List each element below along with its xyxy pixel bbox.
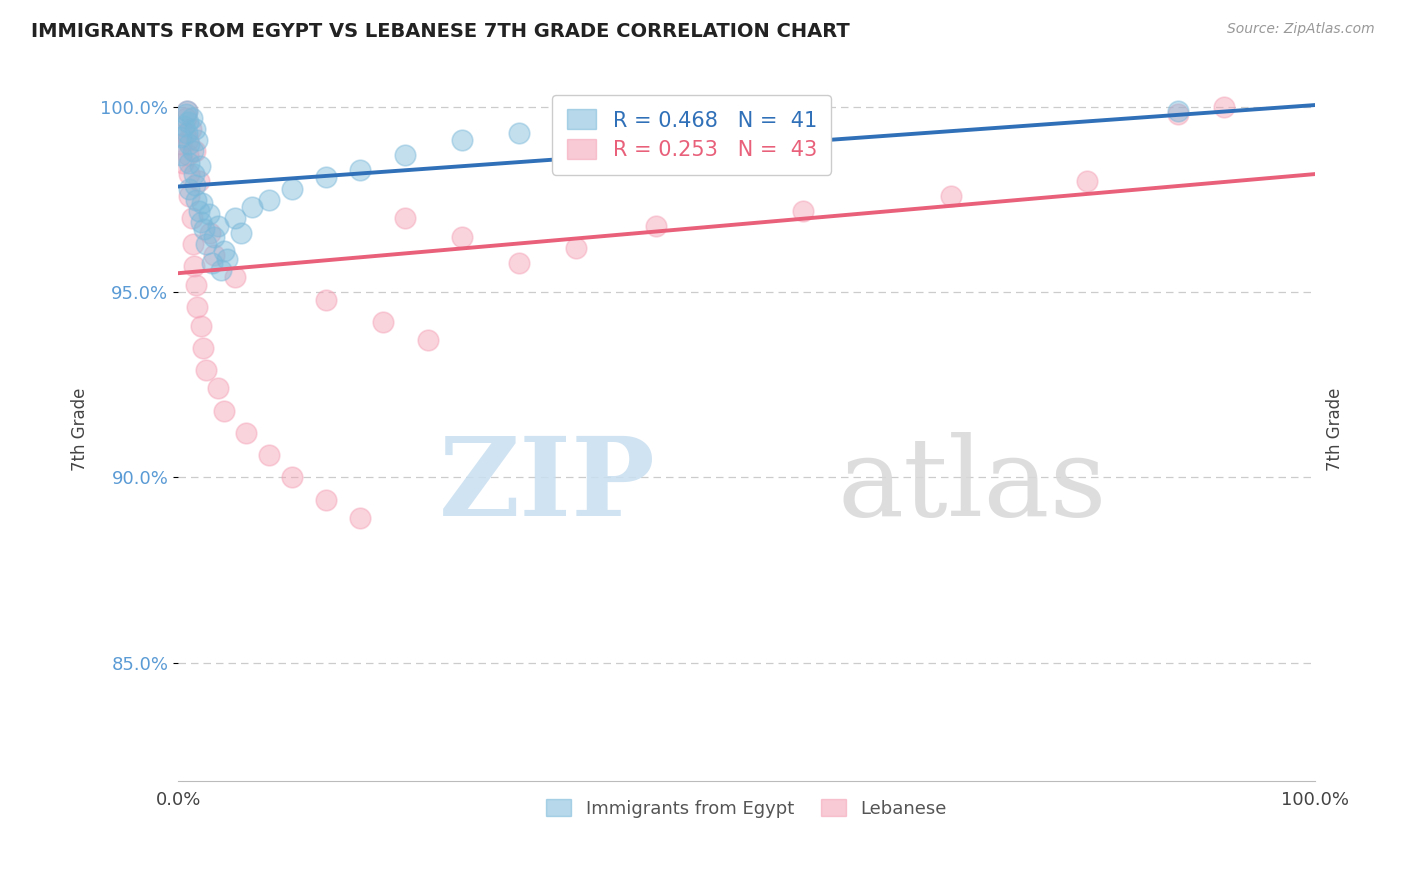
Point	[176, 103, 198, 118]
Point	[204, 229, 226, 244]
Point	[394, 148, 416, 162]
Point	[212, 244, 235, 259]
Point	[184, 122, 207, 136]
Point	[186, 300, 208, 314]
Point	[183, 260, 205, 274]
Point	[180, 122, 202, 136]
Point	[188, 159, 211, 173]
Point	[508, 255, 530, 269]
Point	[195, 363, 218, 377]
Y-axis label: 7th Grade: 7th Grade	[1326, 387, 1344, 471]
Point	[939, 189, 962, 203]
Point	[229, 226, 252, 240]
Point	[187, 203, 209, 218]
Point	[349, 163, 371, 178]
Point	[792, 203, 814, 218]
Point	[281, 181, 304, 195]
Point	[197, 207, 219, 221]
Text: ZIP: ZIP	[439, 432, 655, 539]
Point	[224, 211, 246, 226]
Point	[315, 170, 337, 185]
Point	[172, 155, 194, 169]
Point	[180, 111, 202, 125]
Point	[176, 126, 198, 140]
Y-axis label: 7th Grade: 7th Grade	[72, 387, 89, 471]
Point	[191, 196, 214, 211]
Point	[186, 133, 208, 147]
Point	[198, 226, 221, 240]
Point	[508, 126, 530, 140]
Point	[174, 126, 197, 140]
Point	[187, 174, 209, 188]
Point	[177, 133, 200, 147]
Point	[180, 211, 202, 226]
Point	[177, 115, 200, 129]
Point	[394, 211, 416, 226]
Point	[204, 248, 226, 262]
Point	[181, 145, 204, 159]
Point	[371, 315, 394, 329]
Point	[1076, 174, 1098, 188]
Point	[184, 145, 207, 159]
Point	[179, 181, 201, 195]
Point	[170, 137, 193, 152]
Point	[176, 103, 198, 118]
Point	[186, 277, 208, 292]
Point	[451, 229, 474, 244]
Point	[179, 137, 201, 152]
Point	[1212, 100, 1234, 114]
Point	[212, 403, 235, 417]
Point	[240, 200, 263, 214]
Point	[179, 189, 201, 203]
Point	[201, 255, 224, 269]
Text: Source: ZipAtlas.com: Source: ZipAtlas.com	[1227, 22, 1375, 37]
Point	[193, 222, 215, 236]
Point	[190, 318, 212, 333]
Point	[191, 341, 214, 355]
Point	[207, 382, 229, 396]
Point	[170, 148, 193, 162]
Point	[1167, 103, 1189, 118]
Point	[451, 133, 474, 147]
Point	[181, 237, 204, 252]
Point	[179, 167, 201, 181]
Point	[235, 425, 257, 440]
Text: atlas: atlas	[838, 432, 1107, 539]
Point	[207, 219, 229, 233]
Point	[281, 470, 304, 484]
Point	[173, 119, 195, 133]
Point	[184, 178, 207, 192]
Point	[224, 270, 246, 285]
Point	[215, 252, 238, 266]
Point	[179, 155, 201, 169]
Point	[174, 107, 197, 121]
Point	[418, 334, 440, 348]
Point	[186, 193, 208, 207]
Point	[257, 193, 280, 207]
Point	[1167, 107, 1189, 121]
Point	[315, 492, 337, 507]
Point	[195, 237, 218, 252]
Text: IMMIGRANTS FROM EGYPT VS LEBANESE 7TH GRADE CORRELATION CHART: IMMIGRANTS FROM EGYPT VS LEBANESE 7TH GR…	[31, 22, 849, 41]
Point	[170, 129, 193, 144]
Point	[349, 511, 371, 525]
Point	[209, 263, 232, 277]
Point	[190, 215, 212, 229]
Point	[257, 448, 280, 462]
Legend: Immigrants from Egypt, Lebanese: Immigrants from Egypt, Lebanese	[538, 791, 955, 825]
Point	[177, 148, 200, 162]
Point	[315, 293, 337, 307]
Point	[183, 167, 205, 181]
Point	[644, 219, 666, 233]
Point	[174, 111, 197, 125]
Point	[565, 241, 588, 255]
